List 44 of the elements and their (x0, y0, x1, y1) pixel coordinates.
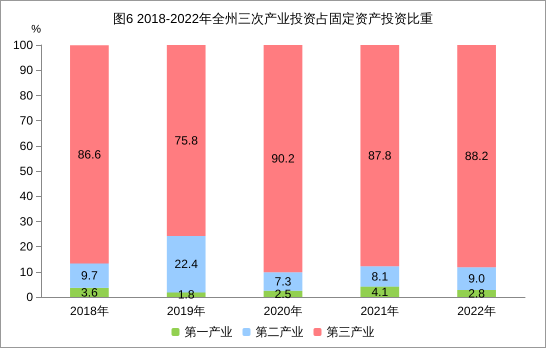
data-label: 88.2 (464, 149, 489, 164)
y-tick-label: 100 (12, 38, 34, 52)
y-tick-label: 0 (26, 290, 34, 304)
data-label: 9.0 (468, 272, 486, 286)
legend-label: 第一产业 (184, 325, 232, 339)
y-tick-label: 80 (20, 88, 34, 102)
y-tick-label: 50 (20, 164, 34, 178)
bar (70, 45, 109, 264)
data-label: 8.1 (371, 269, 388, 284)
x-tick-label: 2019年 (166, 304, 206, 318)
y-tick-label: 20 (20, 240, 34, 254)
data-label: 7.3 (274, 274, 292, 288)
data-label: 2.5 (274, 286, 292, 301)
x-tick-label: 2021年 (360, 304, 400, 318)
data-label: 87.8 (368, 148, 392, 163)
bar (166, 45, 206, 236)
data-label: 2.8 (468, 286, 486, 300)
x-tick-label: 2018年 (70, 304, 109, 318)
data-label: 90.2 (271, 152, 295, 166)
bar (457, 267, 496, 290)
data-label: 4.1 (371, 284, 388, 299)
y-tick-label: 60 (20, 138, 34, 153)
bar (264, 45, 302, 272)
y-axis-title: % (31, 24, 42, 36)
bar (360, 266, 400, 287)
y-tick-label: 30 (20, 214, 34, 228)
data-label: 22.4 (174, 257, 198, 272)
bar (70, 263, 109, 288)
legend-label: 第三产业 (326, 325, 374, 339)
data-label: 86.6 (78, 147, 102, 162)
y-tick-label: 90 (20, 63, 34, 78)
y-tick-label: 40 (20, 189, 34, 204)
x-tick-label: 2022年 (457, 304, 496, 318)
y-tick-label: 10 (20, 264, 34, 279)
bar (264, 272, 302, 291)
y-tick-label: 70 (20, 114, 34, 128)
bar (360, 45, 400, 266)
legend-label: 第二产业 (256, 325, 304, 339)
data-label: 75.8 (174, 134, 198, 148)
data-label: 9.7 (81, 268, 98, 283)
x-tick-label: 2020年 (264, 304, 302, 318)
data-label: 3.6 (81, 285, 98, 300)
chart-title: 图6 2018-2022年全州三次产业投资占固定资产投资比重 (112, 11, 434, 26)
bar (457, 45, 496, 268)
